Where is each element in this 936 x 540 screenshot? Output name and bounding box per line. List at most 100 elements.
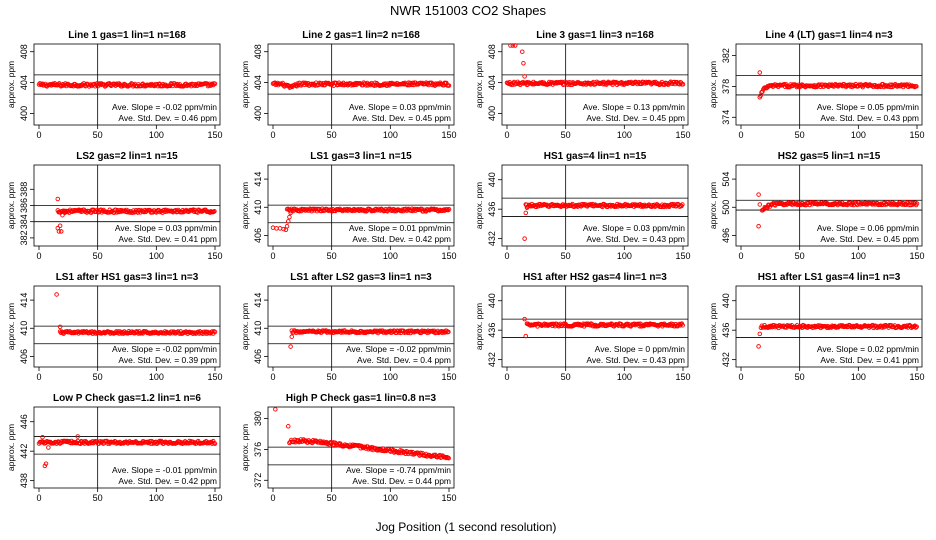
- data-point: [445, 207, 451, 213]
- x-tick-label: 150: [675, 372, 690, 382]
- x-tick-label: 50: [327, 372, 337, 382]
- data-point: [446, 455, 451, 461]
- y-tick-label: 408: [253, 44, 263, 59]
- panel: HS1 after LS1 gas=4 lin=1 n=3 0 50 100 150 43…: [708, 272, 925, 382]
- y-axis-label: approx. ppm: [240, 182, 250, 229]
- data-point: [911, 83, 917, 89]
- panel: LS2 gas=2 lin=1 n=15 0 50 100 150 38238438638…: [6, 151, 223, 261]
- y-tick-label: 404: [487, 75, 497, 90]
- y-tick-label: 414: [253, 172, 263, 187]
- plot-frame: [735, 164, 923, 247]
- data-point: [760, 89, 765, 94]
- data-point: [43, 461, 49, 466]
- data-point: [914, 324, 919, 329]
- slope-annotation: Ave. Slope = -0.02 ppm/min: [112, 102, 217, 112]
- panel-title: LS1 after HS1 gas=3 lin=1 n=3: [56, 272, 199, 283]
- data-point: [274, 226, 279, 231]
- data-point: [523, 333, 529, 339]
- slope-annotation: Ave. Slope = 0.03 ppm/min: [349, 102, 451, 112]
- y-tick-label: 436: [721, 323, 731, 338]
- x-tick-label: 50: [93, 372, 103, 382]
- std-dev-annotation: Ave. Std. Dev. = 0.41 ppm: [118, 234, 217, 244]
- data-point: [288, 210, 293, 216]
- data-point: [283, 227, 289, 233]
- std-dev-annotation: Ave. Std. Dev. = 0.46 ppm: [118, 113, 217, 123]
- x-tick-label: 150: [207, 130, 222, 140]
- x-tick-label: 0: [504, 130, 509, 140]
- plot-frame: [267, 43, 455, 126]
- y-axis-label: approx. ppm: [6, 424, 16, 471]
- data-point: [521, 61, 526, 66]
- data-point: [56, 229, 62, 234]
- x-tick-label: 50: [561, 372, 571, 382]
- y-axis-label: approx. ppm: [708, 182, 718, 229]
- x-tick-label: 0: [504, 251, 509, 261]
- data-point: [362, 208, 367, 214]
- y-axis-label: approx. ppm: [474, 61, 484, 108]
- x-tick-label: 150: [441, 130, 456, 140]
- data-point: [286, 219, 291, 224]
- std-dev-annotation: Ave. Std. Dev. = 0.43 ppm: [820, 113, 919, 123]
- y-axis-label: approx. ppm: [240, 424, 250, 471]
- data-point: [408, 449, 414, 455]
- plot-frame: [735, 285, 923, 368]
- data-point: [277, 226, 283, 231]
- x-tick-label: 150: [675, 251, 690, 261]
- data-point: [914, 84, 919, 89]
- std-dev-annotation: Ave. Std. Dev. = 0.42 ppm: [352, 234, 451, 244]
- x-tick-label: 150: [207, 493, 222, 503]
- data-point: [558, 79, 563, 85]
- data-point: [284, 224, 290, 229]
- panel: Line 4 (LT) gas=1 lin=4 n=3 0 50 100 150 374 3…: [708, 30, 925, 140]
- data-point: [522, 74, 527, 79]
- y-tick-label: 414: [19, 293, 29, 308]
- plot-frame: [501, 164, 689, 247]
- data-point: [680, 323, 685, 328]
- data-point: [636, 321, 641, 327]
- y-tick-label: 440: [487, 172, 497, 187]
- y-tick-label: 378: [721, 79, 731, 94]
- slope-annotation: Ave. Slope = -0.02 ppm/min: [346, 344, 451, 354]
- x-tick-label: 100: [149, 493, 164, 503]
- data-point: [757, 202, 763, 207]
- x-tick-label: 150: [441, 493, 456, 503]
- data-point: [59, 229, 64, 234]
- std-dev-annotation: Ave. Std. Dev. = 0.42 ppm: [118, 476, 217, 486]
- y-tick-label: 410: [19, 321, 29, 336]
- data-point: [444, 207, 450, 212]
- data-point: [57, 324, 63, 330]
- std-dev-annotation: Ave. Std. Dev. = 0.45 ppm: [352, 113, 451, 123]
- y-tick-label: 410: [253, 321, 263, 336]
- data-point: [522, 316, 527, 322]
- panel-title: HS2 gas=5 lin=1 n=15: [778, 151, 881, 162]
- panels: Line 1 gas=1 lin=1 n=168 0 50 100 150 400 404 4…: [6, 30, 925, 503]
- y-tick-label: 414: [253, 293, 263, 308]
- std-dev-annotation: Ave. Std. Dev. = 0.43 ppm: [586, 234, 685, 244]
- data-point: [784, 84, 790, 89]
- data-point: [273, 407, 278, 412]
- data-point: [92, 439, 97, 445]
- data-point: [522, 236, 527, 241]
- data-point: [801, 202, 806, 207]
- x-tick-label: 100: [851, 372, 866, 382]
- panel-title: Line 2 gas=1 lin=2 n=168: [302, 30, 420, 41]
- y-tick-label: 400: [253, 106, 263, 121]
- y-axis-label: approx. ppm: [708, 61, 718, 108]
- std-dev-annotation: Ave. Std. Dev. = 0.45 ppm: [586, 113, 685, 123]
- data-point: [406, 80, 411, 85]
- x-tick-label: 0: [504, 372, 509, 382]
- y-tick-label: 440: [487, 293, 497, 308]
- x-tick-label: 50: [327, 251, 337, 261]
- slope-annotation: Ave. Slope = 0.01 ppm/min: [349, 223, 451, 233]
- data-point: [46, 445, 51, 450]
- x-tick-label: 50: [795, 130, 805, 140]
- y-axis-label: approx. ppm: [474, 303, 484, 350]
- x-tick-label: 150: [909, 372, 924, 382]
- y-axis-label: approx. ppm: [6, 303, 16, 350]
- std-dev-annotation: Ave. Std. Dev. = 0.43 ppm: [586, 355, 685, 365]
- panel-title: HS1 after HS2 gas=4 lin=1 n=3: [523, 272, 667, 283]
- data-point: [611, 203, 617, 209]
- x-tick-label: 100: [851, 251, 866, 261]
- std-dev-annotation: Ave. Std. Dev. = 0.4 ppm: [357, 355, 451, 365]
